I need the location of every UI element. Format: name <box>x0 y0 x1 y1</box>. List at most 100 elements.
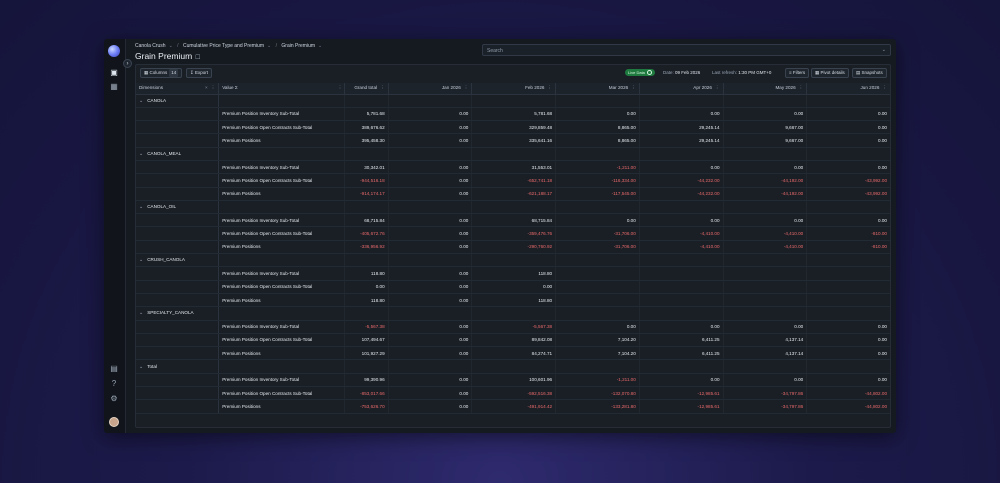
value-cell[interactable]: 8,865.00 <box>555 120 640 135</box>
chevron-down-icon[interactable]: ⌄ <box>168 43 173 49</box>
table-row[interactable]: Premium Position Open Contracts Sub-Tota… <box>136 120 890 135</box>
brand-logo-icon[interactable] <box>108 45 120 57</box>
value-cell[interactable]: 0.00 <box>388 399 473 414</box>
snapshots-button[interactable]: ▤ Snapshots <box>852 68 887 78</box>
value-cell[interactable]: -753,626.70 <box>344 399 389 414</box>
grid-icon[interactable]: ▣ <box>110 68 118 77</box>
value-cell[interactable]: 0.00 <box>639 107 724 122</box>
value-cell[interactable]: -44,192.00 <box>723 187 808 201</box>
value-cell[interactable]: -31,706.00 <box>555 226 640 241</box>
value-cell[interactable]: 29,245.14 <box>639 120 724 135</box>
kebab-menu-icon[interactable]: ⋮ <box>463 85 469 91</box>
value-cell[interactable]: 99,390.96 <box>344 373 389 388</box>
kebab-menu-icon[interactable]: ⋮ <box>380 85 385 91</box>
value-cell[interactable]: -44,802.00 <box>806 399 890 414</box>
value-cell[interactable]: 0.00 <box>344 280 389 294</box>
kebab-menu-icon[interactable]: ⋮ <box>547 85 553 91</box>
group-row[interactable]: ⌄ SPECIALTY_CANOLA <box>136 306 890 321</box>
table-row[interactable]: Premium Position Open Contracts Sub-Tota… <box>136 226 890 241</box>
table-row[interactable]: Premium Position Open Contracts Sub-Tota… <box>136 280 890 294</box>
value-cell[interactable]: -621,188.17 <box>471 187 557 201</box>
value-cell[interactable] <box>806 280 890 294</box>
value-cell[interactable]: -810.00 <box>806 226 890 241</box>
value-cell[interactable]: 89,842.08 <box>471 333 557 348</box>
column-header[interactable]: Value Σ ⋮ <box>218 83 346 95</box>
chart-icon[interactable]: ▦ <box>110 82 118 91</box>
export-button[interactable]: ↧ Export <box>186 68 213 78</box>
table-row[interactable]: Premium Position Open Contracts Sub-Tota… <box>136 173 890 188</box>
value-cell[interactable]: 0.00 <box>388 386 473 401</box>
value-cell[interactable]: 0.00 <box>388 346 473 361</box>
value-cell[interactable] <box>723 280 808 294</box>
value-cell[interactable]: 335,641.16 <box>471 133 557 148</box>
kebab-menu-icon[interactable]: ⋮ <box>337 85 343 91</box>
value-cell[interactable]: 6,411.25 <box>639 333 724 348</box>
avatar[interactable] <box>109 417 119 427</box>
value-cell[interactable]: -31,706.00 <box>555 240 640 255</box>
column-header[interactable]: Dimensions × ⋮ <box>136 83 220 95</box>
value-cell[interactable]: -944,516.18 <box>344 173 389 188</box>
chevron-down-icon[interactable]: ⌄ <box>139 150 144 157</box>
breadcrumb-item[interactable]: Cumulative Price Type and Premium <box>182 43 265 49</box>
value-cell[interactable]: -44,232.00 <box>639 173 724 188</box>
column-header[interactable]: Feb 2026 ⋮ <box>471 83 557 95</box>
value-cell[interactable]: 0.00 <box>806 346 890 361</box>
value-cell[interactable]: 0.00 <box>806 120 890 135</box>
value-cell[interactable]: -116,334.00 <box>555 173 640 188</box>
value-cell[interactable]: -853,017.66 <box>344 386 389 401</box>
table-row[interactable]: Premium Positions -753,626.70 0.00 -491,914… <box>136 399 890 414</box>
value-cell[interactable]: -359,476.76 <box>471 226 557 241</box>
value-cell[interactable] <box>723 293 808 308</box>
value-cell[interactable] <box>555 280 640 294</box>
column-header[interactable]: Mar 2026 ⋮ <box>555 83 640 95</box>
value-cell[interactable]: -43,992.00 <box>806 173 890 188</box>
group-row[interactable]: ⌄ CANOLA <box>136 94 890 108</box>
value-cell[interactable]: -44,232.00 <box>639 187 724 201</box>
chevron-down-icon[interactable]: ⌄ <box>881 47 886 53</box>
bookmark-icon[interactable]: ☐ <box>195 55 201 61</box>
value-cell[interactable]: 0.00 <box>555 107 640 122</box>
value-cell[interactable] <box>555 293 640 308</box>
chevron-down-icon[interactable]: ⌄ <box>139 310 144 317</box>
value-cell[interactable]: -4,410.00 <box>639 240 724 255</box>
value-cell[interactable]: 84,274.71 <box>471 346 557 361</box>
value-cell[interactable]: 0.00 <box>723 107 808 122</box>
value-cell[interactable] <box>806 266 890 281</box>
table-row[interactable]: Premium Positions 395,458.30 0.00 335,641.1… <box>136 133 890 148</box>
value-cell[interactable]: -592,516.38 <box>471 386 557 401</box>
value-cell[interactable]: -4,410.00 <box>639 226 724 241</box>
table-row[interactable]: Premium Position Inventory Sub-Total -5,5… <box>136 320 890 334</box>
breadcrumb-item[interactable]: Canola Crush <box>135 43 166 49</box>
value-cell[interactable]: 0.00 <box>388 320 473 334</box>
value-cell[interactable]: 0.00 <box>806 373 890 388</box>
chevron-down-icon[interactable]: ⌄ <box>267 43 272 49</box>
value-cell[interactable]: 31,553.01 <box>471 160 557 175</box>
value-cell[interactable]: 0.00 <box>639 320 724 334</box>
chevron-right-icon[interactable]: › <box>123 59 132 68</box>
kebab-menu-icon[interactable]: ⋮ <box>210 85 216 91</box>
value-cell[interactable]: -4,410.00 <box>723 226 808 241</box>
value-cell[interactable]: -44,192.00 <box>723 173 808 188</box>
table-row[interactable]: Premium Position Inventory Sub-Total 5,78… <box>136 107 890 122</box>
table-row[interactable]: Premium Positions 118.80 0.00 118.80 <box>136 293 890 308</box>
value-cell[interactable]: -133,281.80 <box>555 399 640 414</box>
value-cell[interactable]: 101,927.29 <box>344 346 389 361</box>
kebab-menu-icon[interactable]: ⋮ <box>882 85 887 91</box>
table-row[interactable]: Premium Position Inventory Sub-Total 118.… <box>136 266 890 281</box>
value-cell[interactable]: -34,797.86 <box>723 399 808 414</box>
value-cell[interactable]: 0.00 <box>639 373 724 388</box>
value-cell[interactable] <box>723 266 808 281</box>
value-cell[interactable]: 329,859.48 <box>471 120 557 135</box>
group-cell[interactable]: ⌄ CANOLA_MEAL <box>136 147 220 161</box>
pivot-details-button[interactable]: ▦ Pivot details <box>811 68 849 78</box>
value-cell[interactable]: -117,545.00 <box>555 187 640 201</box>
kebab-menu-icon[interactable]: ⋮ <box>631 85 636 91</box>
value-cell[interactable]: 0.00 <box>388 333 473 348</box>
value-cell[interactable]: 0.00 <box>723 320 808 334</box>
table-row[interactable]: Premium Position Inventory Sub-Total 68,7… <box>136 213 890 228</box>
live-data-badge[interactable]: Live Data <box>625 69 655 76</box>
value-cell[interactable]: -132,070.80 <box>555 386 640 401</box>
value-cell[interactable]: -12,985.61 <box>639 399 724 414</box>
value-cell[interactable]: 0.00 <box>639 160 724 175</box>
group-cell[interactable]: ⌄ SPECIALTY_CANOLA <box>136 306 220 321</box>
